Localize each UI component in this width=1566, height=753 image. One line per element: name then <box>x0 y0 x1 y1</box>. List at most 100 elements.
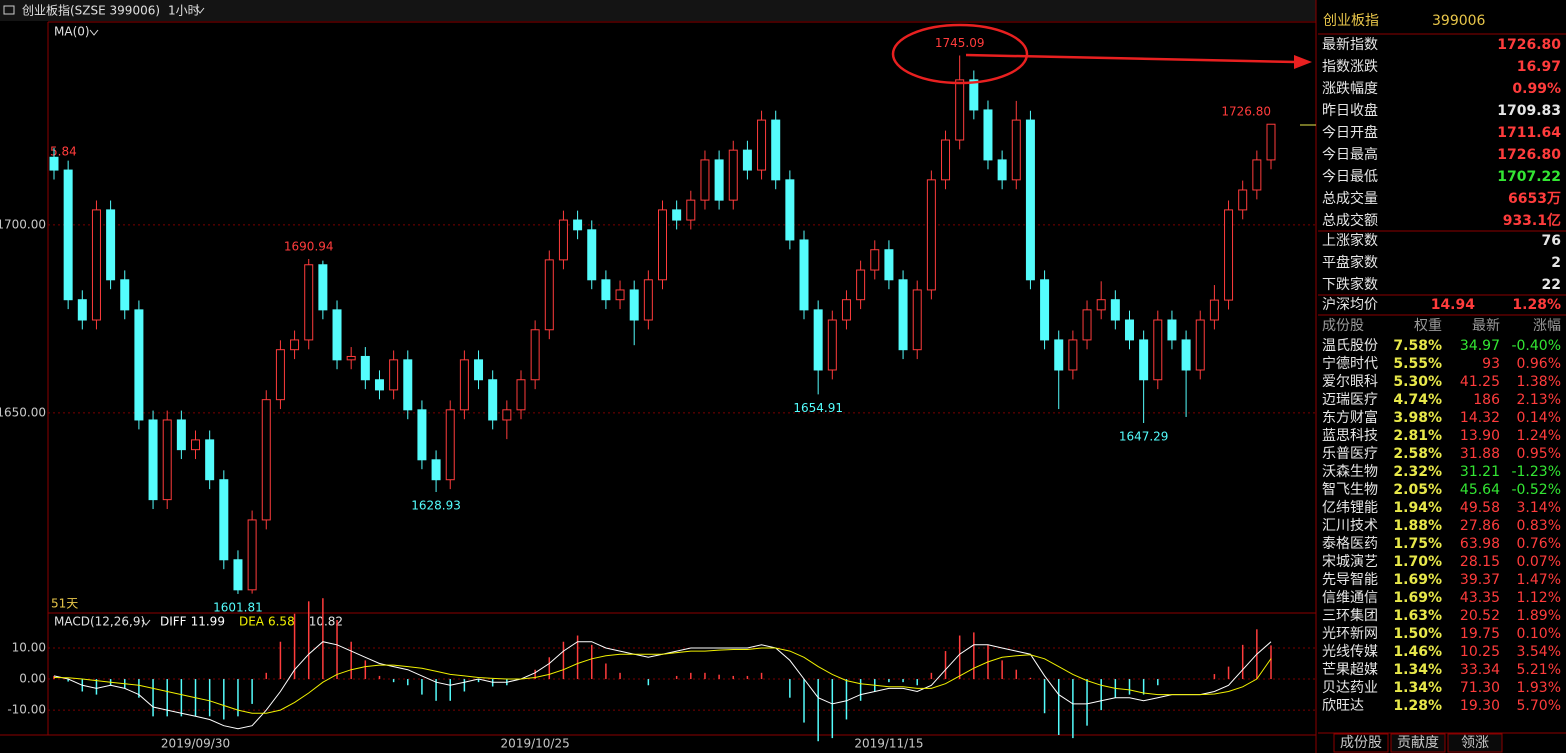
candle-body <box>318 264 328 311</box>
stock-price: 10.25 <box>1460 644 1500 660</box>
stock-name[interactable]: 温氏股份 <box>1322 338 1378 354</box>
stock-weight: 7.58% <box>1393 338 1442 354</box>
stock-name[interactable]: 东方财富 <box>1322 409 1378 426</box>
stock-change: 3.54% <box>1517 644 1561 660</box>
stock-change: 1.12% <box>1517 590 1561 606</box>
stock-weight: 1.34% <box>1393 680 1442 696</box>
candle-body <box>714 159 724 201</box>
stock-name[interactable]: 爱尔眼科 <box>1322 374 1378 390</box>
candle-body <box>658 209 667 281</box>
tab-label[interactable]: 成份股 <box>1340 735 1382 751</box>
stock-name[interactable]: 宁德时代 <box>1322 355 1378 372</box>
quote-label: 涨跌幅度 <box>1322 81 1378 97</box>
period-dropdown[interactable] <box>195 7 205 14</box>
stock-change: 0.07% <box>1517 554 1561 570</box>
candle-body <box>488 379 498 421</box>
stock-name[interactable]: 贝达药业 <box>1322 680 1378 696</box>
macd-line <box>53 647 1272 714</box>
stock-price: 39.37 <box>1460 572 1500 588</box>
candle-body <box>346 355 356 361</box>
indicator-dropdown[interactable] <box>89 29 99 36</box>
stock-price: 93 <box>1482 356 1500 372</box>
candle-body <box>1011 119 1021 181</box>
candle-body <box>1025 119 1035 281</box>
stock-name[interactable]: 乐普医疗 <box>1322 446 1378 462</box>
quote-value: 16.97 <box>1517 59 1561 75</box>
stock-price: 41.25 <box>1460 374 1500 390</box>
stock-weight: 1.63% <box>1393 608 1442 624</box>
macd-dropdown[interactable] <box>141 619 151 626</box>
stock-name[interactable]: 蓝思科技 <box>1322 428 1378 444</box>
tab-label[interactable]: 领涨 <box>1461 735 1489 751</box>
quote-value: 1707.22 <box>1497 169 1561 185</box>
candle-body <box>757 119 767 171</box>
candle-body <box>1167 319 1177 341</box>
stock-weight: 5.55% <box>1393 356 1442 372</box>
tab[interactable] <box>1447 733 1503 753</box>
candle-body <box>516 379 526 411</box>
indicator-label[interactable]: MA(0) <box>54 25 90 39</box>
column-header: 最新 <box>1472 318 1500 334</box>
candle-body <box>601 279 611 301</box>
stock-name[interactable]: 芒果超媒 <box>1322 662 1378 678</box>
stock-change: -0.52% <box>1511 482 1561 498</box>
stock-price: 186 <box>1473 392 1500 408</box>
stock-change: 0.96% <box>1517 356 1561 372</box>
stock-name[interactable]: 宋城演艺 <box>1322 554 1378 570</box>
y-tick-label: 10.00 <box>12 640 46 654</box>
breadth-label: 平盘家数 <box>1322 254 1378 271</box>
stock-name[interactable]: 沃森生物 <box>1322 464 1378 480</box>
candle-body <box>955 79 965 141</box>
candle-body <box>771 119 781 181</box>
candle-body <box>459 359 469 411</box>
column-header: 权重 <box>1414 318 1442 334</box>
stock-name[interactable]: 信维通信 <box>1322 590 1378 606</box>
stock-change: 0.14% <box>1517 410 1561 426</box>
stock-price: 43.35 <box>1460 590 1500 606</box>
stock-price: 27.86 <box>1460 518 1500 534</box>
stock-name[interactable]: 迈瑞医疗 <box>1322 392 1378 408</box>
panel-code: 399006 <box>1432 13 1486 29</box>
stock-change: -1.23% <box>1511 464 1561 480</box>
stock-name[interactable]: 欣旺达 <box>1322 698 1364 714</box>
stock-change: 0.10% <box>1517 626 1561 642</box>
quote-value: 1709.83 <box>1497 103 1561 119</box>
stock-name[interactable]: 泰格医药 <box>1322 536 1378 552</box>
stock-change: 1.47% <box>1517 572 1561 588</box>
tab-label[interactable]: 贡献度 <box>1397 735 1439 751</box>
stock-change: 5.70% <box>1517 698 1561 714</box>
window-icon[interactable] <box>3 5 15 15</box>
candle-body <box>700 159 710 201</box>
period[interactable]: 1小时 <box>168 4 200 18</box>
stock-name[interactable]: 智飞生物 <box>1322 482 1378 498</box>
legend-value: 11.99 <box>191 615 225 629</box>
candle-body <box>785 179 795 241</box>
candle-body <box>1209 299 1219 321</box>
stock-price: 31.88 <box>1460 446 1500 462</box>
stock-name[interactable]: 三环集团 <box>1322 607 1378 624</box>
candle-body <box>205 439 215 481</box>
tab[interactable] <box>1390 733 1446 753</box>
stock-name[interactable]: 亿纬锂能 <box>1322 500 1378 516</box>
stock-name[interactable]: 汇川技术 <box>1322 518 1378 534</box>
tab[interactable] <box>1333 733 1389 753</box>
legend-name: DIFF <box>160 615 187 629</box>
stock-name[interactable]: 先导智能 <box>1322 572 1378 588</box>
quote-value: 933.1亿 <box>1503 212 1561 229</box>
stock-weight: 1.75% <box>1393 536 1442 552</box>
candle-body <box>247 519 257 591</box>
avg-change: 1.28% <box>1512 297 1561 313</box>
candle-body <box>898 279 908 351</box>
stock-name[interactable]: 光线传媒 <box>1322 644 1378 660</box>
stock-weight: 5.30% <box>1393 374 1442 390</box>
candle-body <box>233 559 243 591</box>
candle-body <box>1096 299 1106 311</box>
macd-title[interactable]: MACD(12,26,9) <box>54 615 145 629</box>
candle-body <box>969 79 979 111</box>
stock-name[interactable]: 光环新网 <box>1322 626 1378 642</box>
y-tick-label: 1650.00 <box>0 405 46 419</box>
candle-body <box>530 329 540 381</box>
candle-body <box>1181 339 1191 371</box>
